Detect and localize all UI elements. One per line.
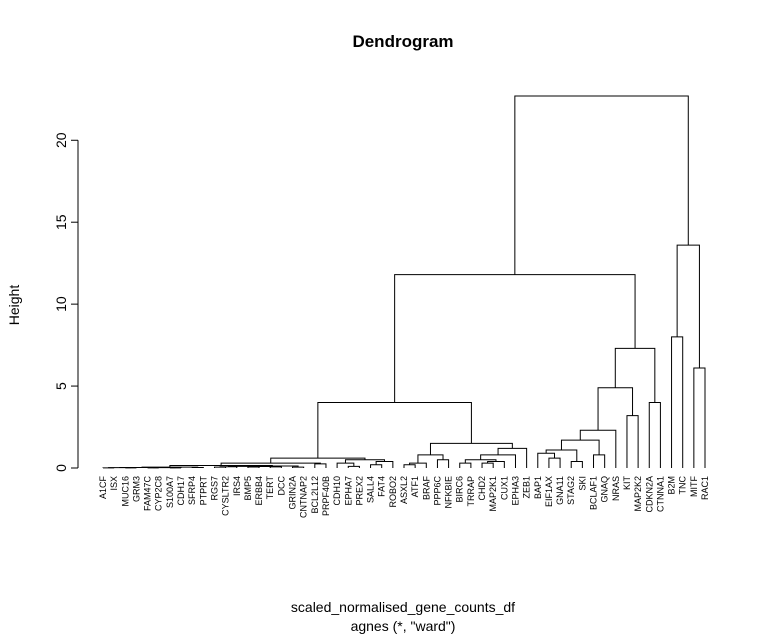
leaf-label: PTPRT	[198, 476, 208, 506]
leaf-label: MUC16	[120, 476, 130, 507]
merge	[579, 429, 617, 468]
leaf-label: GRM3	[131, 476, 141, 502]
leaf-label: PRPF40B	[321, 476, 331, 516]
leaf-label: EIF1AX	[544, 476, 554, 507]
leaf-label: ISX	[109, 476, 119, 491]
merge	[344, 459, 385, 464]
y-tick-label: 5	[53, 382, 69, 390]
x-axis-subtitle: agnes (*, "ward")	[351, 618, 456, 634]
leaf-label: ROBO2	[388, 476, 398, 508]
leaf-label: NRAS	[611, 476, 621, 501]
leaf-label: GNAQ	[600, 476, 610, 503]
merge	[464, 459, 497, 464]
merge	[370, 464, 383, 468]
merge	[394, 274, 636, 403]
leaf-label: BCL2L12	[310, 476, 320, 514]
y-axis-label: Height	[6, 285, 22, 326]
leaf-label: CDH10	[332, 476, 342, 506]
y-tick-label: 20	[53, 132, 69, 148]
leaf-label: ASXL2	[399, 476, 409, 504]
merge	[597, 387, 634, 431]
merge	[514, 95, 689, 275]
merge	[403, 464, 416, 468]
leaf-label: ZEB1	[522, 476, 532, 499]
leaf-label: STAG2	[566, 476, 576, 505]
leaf-label: CHD2	[477, 476, 487, 501]
leaf-label: PREX2	[354, 476, 364, 506]
leaf-label: CDKN2A	[644, 476, 654, 513]
leaf-label: RAC1	[700, 476, 710, 500]
leaf-label: ERBB4	[254, 476, 264, 506]
leaf-label: EPHA7	[343, 476, 353, 506]
leaf-label: BAP1	[533, 476, 543, 499]
merge	[317, 401, 472, 459]
leaf-label: CYSLTR2	[221, 476, 231, 516]
leaf-label: MAP2K1	[488, 476, 498, 512]
leaf-label: CNTNAP2	[299, 476, 309, 518]
merge	[560, 439, 600, 455]
leaf-label: SALL4	[366, 476, 376, 503]
leaf-label: BCLAF1	[589, 476, 599, 510]
leaf-label: TNC	[678, 476, 688, 495]
leaf-label: EPHA3	[510, 476, 520, 506]
leaf-label: B2M	[667, 476, 677, 495]
leaf-label: ATF1	[410, 476, 420, 497]
merge	[417, 454, 444, 464]
leaf-label: SFRP4	[187, 476, 197, 505]
leaf-label: SKI	[577, 476, 587, 491]
leaf-label: MITF	[689, 476, 699, 497]
y-tick-label: 15	[53, 214, 69, 230]
leaf-label: CDH17	[176, 476, 186, 506]
leaf-label: A1CF	[98, 476, 108, 500]
merge	[213, 466, 227, 468]
leaf-label: RGS7	[209, 476, 219, 501]
merge	[676, 244, 700, 369]
leaf-label: BMP5	[243, 476, 253, 501]
leaf-label: MAP2K2	[633, 476, 643, 512]
leaf-label: KIT	[622, 476, 632, 491]
y-tick-label: 0	[53, 464, 69, 472]
merge	[593, 454, 606, 468]
leaf-label: CUX1	[499, 476, 509, 500]
leaf-label: NFKBIE	[444, 476, 454, 509]
leaf-label: CYP2C8	[154, 476, 164, 511]
merge	[545, 449, 578, 462]
leaf-label: GNA11	[555, 476, 565, 505]
leaf-label: BIRC6	[455, 476, 465, 503]
leaf-label: BRAF	[421, 476, 431, 501]
x-axis-label: scaled_normalised_gene_counts_df	[291, 599, 515, 615]
merge	[292, 466, 305, 468]
leaf-label: IRS4	[232, 476, 242, 496]
merge	[648, 401, 661, 468]
merge	[671, 336, 684, 468]
chart-title: Dendrogram	[352, 32, 453, 51]
leaf-label: TRRAP	[466, 476, 476, 507]
leaf-label: CTNNA1	[655, 476, 665, 512]
leaf-label: GRIN2A	[288, 476, 298, 510]
leaf-label: FAM47C	[143, 476, 153, 512]
leaf-label: PPP6C	[432, 476, 442, 506]
y-tick-label: 10	[53, 296, 69, 312]
leaf-label: S100A7	[165, 476, 175, 508]
leaf-label: TERT	[265, 476, 275, 500]
merge	[480, 454, 516, 468]
merge	[436, 459, 450, 468]
leaf-label: FAT4	[377, 476, 387, 497]
leaf-label: DCC	[276, 476, 286, 496]
